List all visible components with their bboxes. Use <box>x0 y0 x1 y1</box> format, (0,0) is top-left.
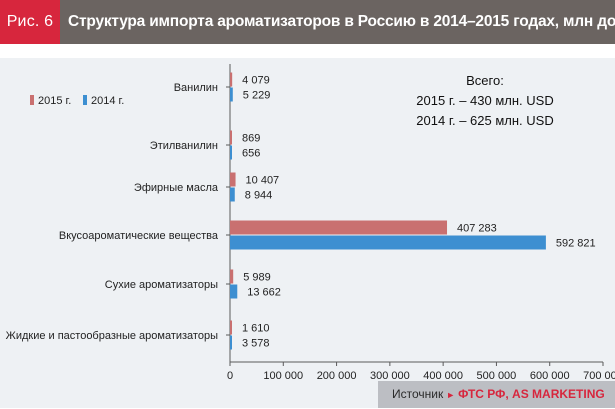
bar-2015 <box>230 172 236 187</box>
data-label: 8 944 <box>245 190 273 202</box>
source-value: ФТС РФ, AS MARKETING <box>458 387 605 401</box>
bar-2014 <box>230 235 546 250</box>
legend-label-2015: 2015 г. <box>38 95 71 107</box>
chart-title: Структура импорта ароматизаторов в Росси… <box>68 13 615 30</box>
category-label: Эфирные масла <box>134 182 219 194</box>
bar-2014 <box>230 335 232 350</box>
data-label: 4 079 <box>242 75 270 87</box>
category-label: Жидкие и пастообразные ароматизаторы <box>6 330 218 342</box>
totals-2015: 2015 г. – 430 млн. USD <box>416 93 553 108</box>
category-label: Вкусоароматические вещества <box>59 230 219 242</box>
bar-2015 <box>230 130 232 145</box>
data-label: 13 662 <box>247 287 281 299</box>
data-label: 592 821 <box>556 238 596 250</box>
source-label: Источник <box>392 387 444 401</box>
bar-2014 <box>230 187 235 202</box>
data-label: 5 229 <box>243 90 271 102</box>
legend-label-2014: 2014 г. <box>91 95 124 107</box>
category-label: Сухие ароматизаторы <box>105 279 218 291</box>
bar-2015 <box>230 72 233 87</box>
totals-heading: Всего: <box>466 73 504 88</box>
x-tick-label: 600 000 <box>530 370 570 382</box>
x-tick-label: 300 000 <box>370 370 410 382</box>
source-arrow-icon: ► <box>446 390 456 400</box>
bar-2014 <box>230 284 238 299</box>
x-tick-label: 200 000 <box>317 370 357 382</box>
source-note: Источник ► ФТС РФ, AS MARKETING <box>378 381 615 408</box>
legend-swatch-2015 <box>30 95 34 105</box>
category-label: Ванилин <box>174 82 218 94</box>
x-tick-label: 700 000 <box>583 370 615 382</box>
totals-2014: 2014 г. – 625 млн. USD <box>416 113 553 128</box>
data-label: 656 <box>242 148 260 160</box>
bar-2014 <box>230 145 232 160</box>
figure-header: Рис. 6 Структура импорта ароматизаторов … <box>0 0 615 44</box>
bar-2014 <box>230 87 233 102</box>
bar-2015 <box>230 269 234 284</box>
data-label: 1 610 <box>242 323 270 335</box>
x-tick-label: 100 000 <box>263 370 303 382</box>
data-label: 869 <box>242 133 260 145</box>
data-label: 407 283 <box>457 223 497 235</box>
data-label: 3 578 <box>242 338 270 350</box>
x-tick-label: 0 <box>227 370 233 382</box>
bar-2015 <box>230 320 232 335</box>
bar-2015 <box>230 220 448 235</box>
data-label: 10 407 <box>246 175 280 187</box>
x-tick-label: 400 000 <box>423 370 463 382</box>
figure-label: Рис. 6 <box>0 0 60 44</box>
category-label: Этилванилин <box>150 140 218 152</box>
data-label: 5 989 <box>243 272 271 284</box>
x-tick-label: 500 000 <box>477 370 517 382</box>
legend-swatch-2014 <box>83 95 87 105</box>
